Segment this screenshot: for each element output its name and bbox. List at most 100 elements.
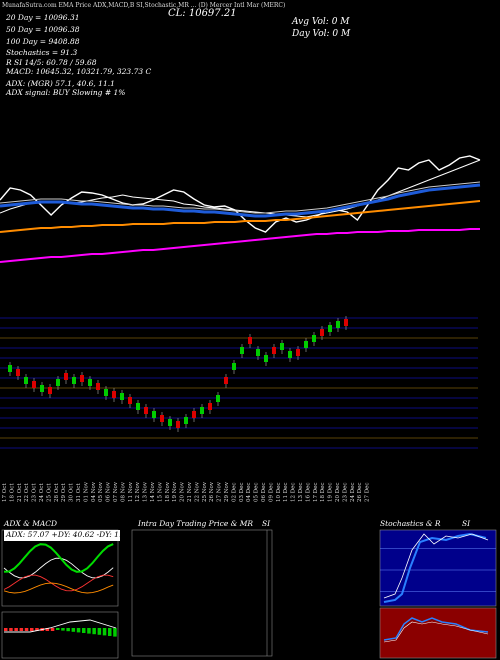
candle-body [16,369,20,376]
candle-body [104,389,108,396]
macd-histogram-bar [19,628,24,631]
candle-body [176,421,180,428]
date-tick-label: 05 Dec [254,483,260,503]
date-tick-label: 19 Dec [328,483,334,503]
ema-chart [0,155,481,263]
candle-body [120,393,124,400]
macd-line [4,619,117,633]
date-tick-label: 30 Oct [69,483,75,502]
macd-histogram-bar [71,628,76,632]
si-signal [383,621,489,643]
adx-series-line [3,543,114,573]
candle-body [224,377,228,384]
date-tick-label: 09 Dec [268,483,274,503]
macd-value: MACD: 10645.32, 10321.79, 323.73 C [6,67,152,76]
macd-histogram-bar [87,628,91,634]
legend-50-day: 50 Day = 10096.38 [6,25,80,34]
macd-histogram-bar [14,628,18,631]
macd-histogram-bar [45,628,50,631]
candle-body [216,395,220,402]
candle-body [208,403,212,410]
ema-series-200-ema [0,228,480,263]
date-tick-label: 08 Nov [120,481,126,502]
macd-histogram-bar [56,628,60,630]
macd-histogram-bar [9,628,13,631]
date-tick-label: 23 Oct [32,483,38,502]
macd-histogram-bar [97,628,102,635]
date-tick-label: 25 Oct [46,483,52,502]
candle-body [160,415,164,422]
candle-body [88,379,92,386]
date-tick-label: 24 Dec [350,483,356,503]
intraday-panel [131,529,273,657]
ema-blue-band [0,183,481,218]
date-tick-label: 14 Nov [150,481,156,502]
candle-body [240,347,244,354]
stochastic-signal [383,533,489,599]
si-value: R SI 14/5: 60.78 / 59.68 [6,58,97,67]
macd-histogram-bar [50,628,55,631]
candle-body [48,387,52,394]
date-tick-label: 11 Nov [128,481,134,502]
candle-body [56,379,60,386]
adx-signal: ADX signal: BUY Slowing # 1% [6,88,126,97]
date-tick-label: 29 Oct [61,483,67,502]
date-tick-label: 22 Oct [24,483,30,502]
candle-body [32,381,36,388]
legend-20-day: 20 Day = 10096.31 [6,13,80,22]
candle-body [320,329,324,336]
date-tick-label: 03 Dec [239,483,245,503]
date-tick-label: 18 Oct [9,483,15,502]
candle-body [264,355,268,362]
macd-histogram-bar [76,628,81,633]
adx-series-line [3,557,114,579]
avg-volume-label: Avg Vol: 0 M [292,17,350,27]
si-panel [379,607,497,659]
candle-body [80,375,84,382]
date-tick-label: 10 Dec [276,483,282,503]
candle-body [168,419,172,426]
macd-histogram-bar [30,628,34,631]
candle-body [256,349,260,356]
macd-histogram-bar [61,628,65,631]
candle-body [344,319,348,326]
candle-body [40,385,44,392]
macd-histogram-bar [4,628,8,631]
intraday-panel-title: Intra Day Trading Price & MR [138,519,254,528]
intraday-si-label: SI [262,519,271,528]
candle-body [152,411,156,418]
stochastic-line [383,532,487,603]
macd-histogram-bar [102,628,107,636]
date-tick-label: 17 Dec [313,483,319,503]
day-volume-label: Day Vol: 0 M [292,29,351,39]
candle-body [136,403,140,410]
close-price-label: CL: 10697.21 [168,8,237,19]
date-tick-label: 15 Nov [157,481,163,502]
adx-series-line [3,582,114,594]
candle-body [112,391,116,398]
date-tick-label: 13 Nov [143,481,149,502]
date-tick-label: 04 Dec [246,483,252,503]
candle-body [288,351,292,358]
date-tick-label: 22 Nov [194,481,200,502]
date-tick-label: 21 Nov [187,481,193,502]
date-tick-label: 23 Dec [342,483,348,503]
adx-panel [1,529,119,607]
date-tick-label: 06 Dec [261,483,267,503]
candle-body [128,397,132,404]
header-topline: MunafaSutra.com EMA Price ADX,MACD,B SI,… [2,2,286,9]
si-line [383,617,489,641]
candle-body [280,343,284,350]
macd-histogram-bar [24,628,29,631]
date-tick-label: 04 Nov [91,481,97,502]
macd-histogram-bar [92,628,96,635]
candle-body [248,337,252,344]
ema-series-50-ema [0,181,481,214]
candle-body [192,411,196,418]
bottom-panels [1,529,497,659]
date-tick-label: 27 Nov [217,481,223,502]
price-candles-panel [0,316,478,449]
candle-body [272,347,276,354]
date-tick-label: 16 Dec [305,483,311,503]
adx-values-box [4,530,120,541]
